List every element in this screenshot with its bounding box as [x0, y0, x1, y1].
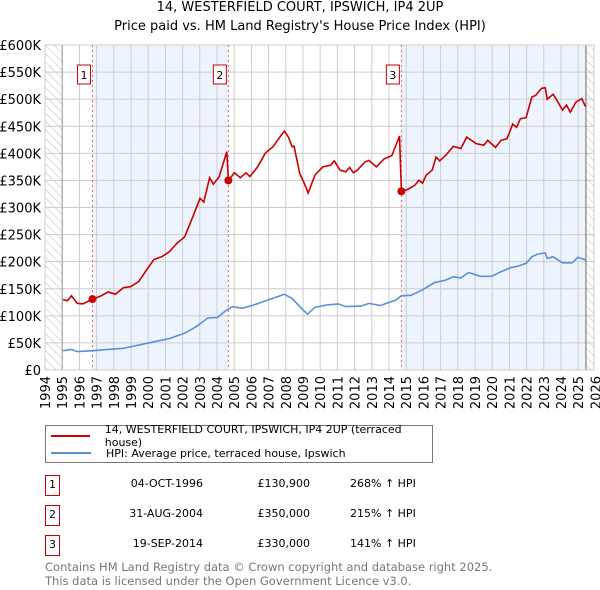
plot-frame [44, 44, 595, 371]
sale-3-point [397, 187, 406, 196]
legend-item-property: 14, WESTERFIELD COURT, IPSWICH, IP4 2UP … [46, 423, 432, 449]
legend-label-property: 14, WESTERFIELD COURT, IPSWICH, IP4 2UP … [104, 423, 402, 449]
x-tick-label: 1995 [56, 376, 71, 409]
footer-copyright: Contains HM Land Registry data © Crown c… [45, 560, 493, 574]
sale-3-label: 3 [389, 69, 396, 82]
transaction-row: 3 19-SEP-2014 £330,000 141% ↑ HPI [45, 535, 445, 556]
legend: 14, WESTERFIELD COURT, IPSWICH, IP4 2UP … [45, 423, 433, 463]
transaction-hpi: 215% ↑ HPI [350, 507, 416, 520]
transaction-marker: 2 [45, 505, 60, 526]
hpi-series-line [62, 252, 586, 353]
transaction-price: £130,900 [257, 477, 311, 490]
x-tick-label: 2016 [417, 376, 432, 409]
transaction-hpi: 268% ↑ HPI [350, 477, 416, 490]
y-tick-label: £400K [0, 147, 41, 162]
sale-2-label-box [212, 64, 227, 85]
x-tick-label: 2005 [228, 376, 243, 409]
sale-3-label-box [385, 64, 400, 85]
x-tick-label: 2006 [245, 376, 260, 409]
sale-2-point [224, 176, 233, 185]
chart-title: 14, WESTERFIELD COURT, IPSWICH, IP4 2UP [156, 0, 444, 15]
x-tick-label: 2022 [521, 376, 536, 409]
x-tick-label: 2018 [452, 376, 467, 409]
y-tick-label: £50K [8, 337, 42, 352]
sale-1-label: 1 [80, 69, 87, 82]
x-tick-label: 1999 [125, 376, 140, 409]
x-tick-label: 2024 [555, 376, 570, 409]
x-tick-label: 2019 [469, 376, 484, 409]
y-tick-label: £600K [0, 39, 41, 54]
y-tick-label: £200K [0, 256, 41, 271]
transaction-price: £350,000 [257, 507, 311, 520]
transaction-date: 04-OCT-1996 [130, 477, 203, 490]
x-tick-label: 2000 [142, 376, 157, 409]
y-tick-label: £550K [0, 66, 41, 81]
x-tick-label: 2025 [572, 376, 587, 409]
sale-1-label-box [76, 64, 91, 85]
x-tick-label: 2023 [538, 376, 553, 409]
legend-swatch-hpi [51, 452, 91, 454]
transaction-price: £330,000 [257, 537, 311, 550]
footer-licence: This data is licensed under the Open Gov… [45, 574, 412, 588]
y-tick-label: £250K [0, 229, 41, 244]
x-tick-label: 2026 [589, 376, 600, 409]
transaction-row: 1 04-OCT-1996 £130,900 268% ↑ HPI [45, 475, 445, 496]
x-tick-label: 2003 [194, 376, 209, 409]
x-tick-label: 2009 [297, 376, 312, 409]
legend-item-hpi: HPI: Average price, terraced house, Ipsw… [46, 445, 346, 461]
sale-1-point [88, 295, 97, 304]
transaction-marker: 3 [45, 535, 60, 556]
transaction-date: 19-SEP-2014 [132, 537, 203, 550]
y-tick-label: £350K [0, 174, 41, 189]
x-tick-label: 2020 [486, 376, 501, 409]
transaction-marker: 1 [45, 475, 60, 496]
legend-label-hpi: HPI: Average price, terraced house, Ipsw… [106, 446, 346, 460]
transaction-date: 31-AUG-2004 [129, 507, 203, 520]
y-tick-label: £150K [0, 283, 41, 298]
x-tick-label: 1997 [91, 376, 106, 409]
x-tick-label: 2015 [400, 376, 415, 409]
x-tick-label: 2017 [435, 376, 450, 409]
x-tick-label: 2010 [314, 376, 329, 409]
x-tick-label: 2014 [383, 376, 398, 409]
property-series-line [62, 86, 587, 305]
y-tick-label: £0 [24, 364, 41, 379]
x-tick-label: 2004 [211, 376, 226, 409]
x-tick-label: 2002 [177, 376, 192, 409]
x-tick-label: 1996 [73, 376, 88, 409]
x-tick-label: 2011 [331, 376, 346, 409]
legend-swatch-property [51, 435, 90, 437]
y-tick-label: £450K [0, 120, 41, 135]
transaction-hpi: 141% ↑ HPI [350, 537, 416, 550]
x-tick-label: 2007 [263, 376, 278, 409]
chart-subtitle: Price paid vs. HM Land Registry's House … [114, 19, 486, 34]
x-tick-label: 2012 [349, 376, 364, 409]
y-tick-label: £500K [0, 93, 41, 108]
y-tick-label: £300K [0, 202, 41, 217]
y-tick-label: £100K [0, 310, 41, 325]
x-tick-label: 2021 [503, 376, 518, 409]
x-tick-label: 2001 [159, 376, 174, 409]
transaction-row: 2 31-AUG-2004 £350,000 215% ↑ HPI [45, 505, 445, 526]
x-tick-label: 2008 [280, 376, 295, 409]
x-tick-label: 2013 [366, 376, 381, 409]
x-tick-label: 1998 [108, 376, 123, 409]
price-chart: £0 £50K £100K £150K £200K £250K £300K £350K £400… [0, 39, 600, 409]
x-tick-label: 1994 [39, 376, 54, 409]
sale-2-label: 2 [216, 69, 223, 82]
